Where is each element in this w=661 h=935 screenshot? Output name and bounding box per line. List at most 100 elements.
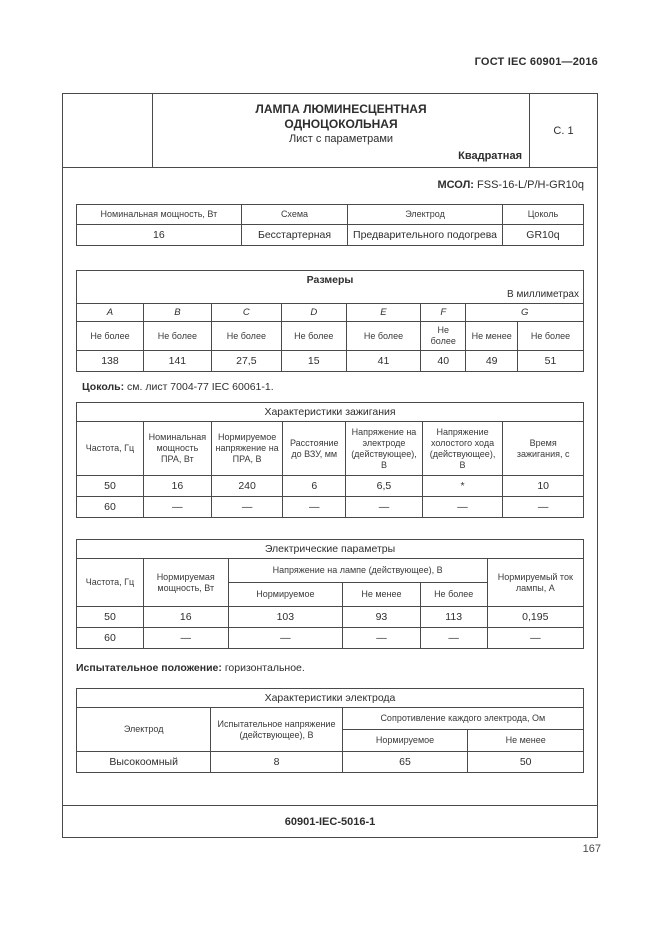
ignition-60-open-circuit-voltage: —	[421, 496, 504, 518]
dim-constraint-e: Не более	[345, 321, 422, 351]
dimension-constraint-row: Не более Не более Не более Не более Не б…	[76, 321, 584, 351]
electrical-60-frequency: 60	[76, 627, 144, 649]
title-band-empty-cell	[63, 94, 153, 167]
col-header-el-frequency: Частота, Гц	[76, 558, 144, 607]
dim-constraint-f: Не более	[420, 321, 467, 351]
ignition-title-row: Характеристики зажигания	[76, 402, 584, 422]
electrical-title: Электрические параметры	[76, 539, 584, 559]
electrical-50-voltage-max: 113	[419, 606, 488, 628]
dimension-value-row: 138 141 27,5 15 41 40 49 51	[76, 350, 584, 372]
electrical-60-voltage-min: —	[342, 627, 421, 649]
value-electrode: Предварительного подогрева	[347, 224, 503, 246]
value-circuit: Бесстартерная	[240, 224, 349, 246]
col-subheader-resistance-rated: Нормируемое	[341, 729, 469, 752]
ignition-header-row: Частота, Гц Номинальная мощность ПРА, Вт…	[76, 421, 584, 476]
ignition-60-ballast-power: —	[142, 496, 212, 518]
col-header-ballast-power: Номинальная мощность ПРА, Вт	[142, 421, 212, 476]
electrical-60-voltage-max: —	[419, 627, 488, 649]
dim-value-g-min: 49	[465, 350, 519, 372]
electrical-50-voltage-rated: 103	[227, 606, 344, 628]
dim-constraint-a: Не более	[76, 321, 144, 351]
ignition-50-ballast-voltage: 240	[210, 475, 284, 497]
general-header-row: Номинальная мощность, Вт Схема Электрод …	[76, 204, 585, 225]
electrical-row-50hz: 50 16 103 93 113 0,195	[76, 606, 585, 628]
ignition-50-electrode-voltage: 6,5	[345, 475, 423, 497]
dim-letter-b: B	[142, 303, 212, 322]
dim-value-b: 141	[142, 350, 212, 372]
general-parameters-table: Номинальная мощность, Вт Схема Электрод …	[76, 204, 585, 246]
electrode-resistance-rated-value: 65	[341, 751, 469, 773]
value-cap: GR10q	[501, 224, 585, 246]
electrical-50-current: 0,195	[486, 606, 585, 628]
col-header-electrode: Электрод	[347, 204, 503, 225]
sheet-subtitle: Лист с параметрами	[288, 133, 394, 145]
electrode-resistance-min-value: 50	[467, 751, 584, 773]
col-header-cap: Цоколь	[501, 204, 585, 225]
electrical-title-row: Электрические параметры	[76, 539, 584, 559]
electrical-60-current: —	[486, 627, 585, 649]
general-value-row: 16 Бесстартерная Предварительного подогр…	[76, 224, 585, 246]
col-header-lamp-voltage-group: Напряжение на лампе (действующее), В	[227, 558, 488, 583]
dimensions-title-row: Размеры В миллиметрах	[76, 270, 584, 304]
ignition-50-ballast-power: 16	[142, 475, 212, 497]
dimensions-table: Размеры В миллиметрах A B C D E F G Не б…	[76, 270, 584, 372]
electrode-title-row: Характеристики электрода	[76, 688, 584, 708]
ignition-60-frequency: 60	[76, 496, 144, 518]
dimensions-title: Размеры	[306, 274, 354, 286]
col-header-starter-distance: Расстояние до ВЗУ, мм	[282, 421, 347, 476]
electrical-60-power: —	[142, 627, 229, 649]
electrode-value-row: Высокоомный 8 65 50	[75, 751, 584, 773]
electrical-50-power: 16	[142, 606, 229, 628]
value-rated-power: 16	[76, 224, 242, 246]
lamp-shape-label: Квадратная	[458, 150, 522, 162]
ignition-row-60hz: 60 — — — — — —	[76, 496, 584, 518]
dim-letter-e: E	[345, 303, 422, 322]
dim-constraint-g-min: Не менее	[465, 321, 519, 351]
electrode-type-value: Высокоомный	[75, 751, 212, 773]
dim-letter-a: A	[76, 303, 144, 322]
col-header-resistance-group: Сопротивление каждого электрода, Ом	[341, 707, 585, 730]
col-header-test-voltage: Испытательное напряжение (действующее), …	[210, 707, 343, 752]
mcol-value: FSS-16-L/P/H-GR10q	[477, 179, 584, 191]
col-header-circuit: Схема	[240, 204, 349, 225]
ignition-50-ignition-time: 10	[502, 475, 584, 497]
electrode-group-header-row: Электрод Испытательное напряжение (дейст…	[75, 707, 585, 752]
electrode-characteristics-table: Характеристики электрода Электрод Испыта…	[75, 688, 585, 773]
col-header-el-rated-power: Нормируемая мощность, Вт	[142, 558, 229, 607]
ignition-60-ignition-time: —	[502, 496, 584, 518]
page-number: 167	[582, 843, 601, 855]
dim-constraint-c: Не более	[210, 321, 282, 351]
dim-letter-f: F	[420, 303, 467, 322]
ignition-50-frequency: 50	[76, 475, 144, 497]
dim-constraint-d: Не более	[280, 321, 347, 351]
col-subheader-voltage-rated: Нормируемое	[227, 582, 344, 607]
col-header-lamp-current: Нормируемый ток лампы, А	[486, 558, 585, 607]
electrical-50-frequency: 50	[76, 606, 144, 628]
dim-value-a: 138	[76, 350, 144, 372]
ignition-title: Характеристики зажигания	[76, 402, 584, 422]
ignition-60-electrode-voltage: —	[345, 496, 423, 518]
dim-constraint-g-max: Не более	[517, 321, 584, 351]
ignition-50-open-circuit-voltage: *	[421, 475, 504, 497]
dimensions-title-cell: Размеры В миллиметрах	[76, 270, 584, 304]
sheet-code: 60901-IEC-5016-1	[63, 805, 597, 837]
electrode-test-voltage-value: 8	[210, 751, 343, 773]
title-block: ЛАМПА ЛЮМИНЕСЦЕНТНАЯ ОДНОЦОКОЛЬНАЯ Лист …	[153, 94, 529, 167]
dim-value-c: 27,5	[210, 350, 282, 372]
col-header-rated-power: Номинальная мощность, Вт	[76, 204, 242, 225]
ignition-60-ballast-voltage: —	[210, 496, 284, 518]
col-subheader-voltage-min: Не менее	[342, 582, 421, 607]
test-position-label: Испытательное положение:	[76, 662, 222, 674]
ignition-60-starter-distance: —	[282, 496, 347, 518]
electrode-title: Характеристики электрода	[76, 688, 584, 708]
electrical-60-voltage-rated: —	[227, 627, 344, 649]
dim-letter-c: C	[210, 303, 282, 322]
sheet-content: МСОЛ: FSS-16-L/P/H-GR10q Номинальная мощ…	[63, 168, 597, 805]
lamp-title-line2: ОДНОЦОКОЛЬНАЯ	[284, 117, 398, 131]
mcol-line: МСОЛ: FSS-16-L/P/H-GR10q	[76, 179, 584, 191]
test-position-note: Испытательное положение: горизонтальное.	[76, 662, 584, 674]
cap-note: Цоколь: см. лист 7004-77 IEC 60061-1.	[82, 381, 584, 393]
col-header-ballast-voltage: Нормируемое напряжение на ПРА, В	[210, 421, 284, 476]
cap-note-text: см. лист 7004-77 IEC 60061-1.	[127, 381, 274, 393]
dim-value-e: 41	[345, 350, 422, 372]
